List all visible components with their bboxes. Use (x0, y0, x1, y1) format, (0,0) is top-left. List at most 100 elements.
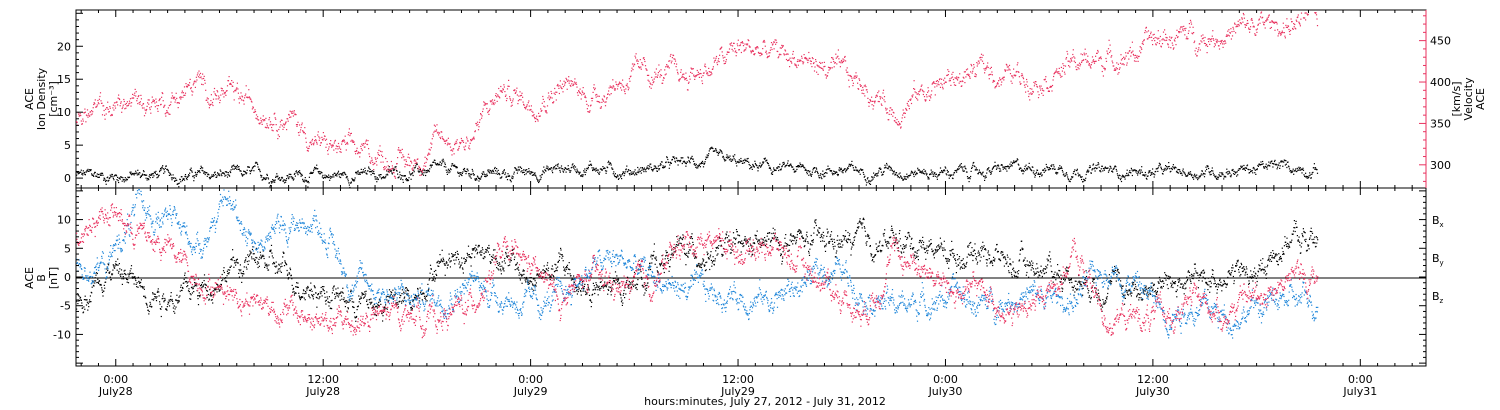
data-point (603, 95, 605, 97)
data-point (222, 93, 224, 95)
data-point (1249, 169, 1251, 171)
data-point (899, 177, 901, 179)
data-point (925, 174, 928, 176)
data-point (927, 176, 929, 178)
data-point (947, 171, 949, 173)
data-point (1024, 86, 1026, 88)
data-point (196, 172, 198, 174)
data-point (471, 139, 473, 141)
data-point (561, 83, 564, 85)
data-point (893, 112, 895, 114)
data-point (893, 170, 895, 172)
data-point (680, 69, 682, 71)
data-point (1234, 173, 1236, 175)
data-point (524, 174, 526, 176)
data-point (526, 171, 528, 173)
data-point (362, 169, 364, 171)
data-point (322, 139, 324, 141)
data-point (914, 172, 916, 174)
data-point (875, 96, 877, 98)
data-point (209, 103, 211, 106)
data-point (360, 168, 362, 170)
data-point (177, 102, 179, 104)
data-point (729, 43, 732, 45)
data-point (84, 108, 86, 110)
data-point (949, 80, 951, 82)
data-point (1027, 90, 1029, 92)
data-point (867, 97, 869, 99)
data-point (873, 100, 875, 102)
data-point (586, 103, 588, 105)
data-point (1178, 172, 1180, 174)
data-point (564, 167, 566, 169)
data-point (197, 72, 199, 74)
data-point (544, 106, 546, 108)
data-point (929, 95, 931, 97)
data-point (119, 105, 121, 107)
data-point (124, 177, 126, 179)
data-point (765, 50, 767, 52)
data-point (1071, 176, 1073, 178)
data-point (1081, 60, 1083, 62)
data-point (192, 175, 194, 177)
data-point (145, 110, 147, 112)
data-point (892, 170, 894, 173)
data-point (1295, 28, 1297, 30)
data-point (194, 86, 196, 88)
data-point (631, 171, 633, 173)
data-point (108, 177, 110, 180)
data-point (931, 173, 933, 175)
data-point (314, 136, 316, 138)
data-point (753, 166, 755, 168)
data-point (171, 95, 174, 97)
data-point (764, 45, 766, 47)
data-point (585, 97, 587, 99)
data-point (385, 157, 387, 160)
data-point (759, 164, 761, 167)
data-point (223, 96, 225, 98)
data-point (240, 170, 242, 172)
data-point (922, 171, 924, 173)
data-point (118, 270, 120, 273)
data-point (102, 174, 104, 176)
data-point (893, 172, 895, 174)
data-point (757, 47, 759, 49)
data-point (981, 60, 984, 62)
data-point (268, 119, 270, 121)
data-point (1187, 174, 1189, 176)
data-point (950, 84, 952, 86)
data-point (763, 161, 765, 163)
data-point (732, 50, 734, 52)
data-point (331, 145, 333, 147)
data-point (105, 183, 107, 185)
data-point (980, 59, 982, 61)
data-point (584, 96, 586, 98)
data-point (650, 166, 652, 169)
data-point (146, 105, 148, 107)
data-point (989, 67, 991, 70)
data-point (155, 296, 157, 298)
data-point (478, 180, 480, 182)
data-point (467, 168, 469, 170)
data-point (700, 161, 703, 164)
data-point (354, 177, 356, 179)
data-point (580, 92, 582, 94)
data-point (486, 103, 488, 105)
data-point (248, 89, 250, 91)
data-point (585, 169, 587, 171)
data-point (664, 69, 666, 71)
data-point (597, 171, 599, 173)
data-point (642, 169, 644, 171)
data-point (536, 177, 538, 179)
data-point (311, 172, 314, 174)
data-point (679, 161, 681, 163)
data-point (1131, 174, 1133, 177)
data-point (414, 162, 416, 165)
data-point (232, 85, 234, 87)
data-point (802, 165, 804, 167)
data-point (456, 139, 458, 141)
data-point (782, 45, 784, 47)
data-point (168, 302, 170, 304)
data-point (1084, 179, 1086, 181)
data-point (991, 74, 993, 76)
